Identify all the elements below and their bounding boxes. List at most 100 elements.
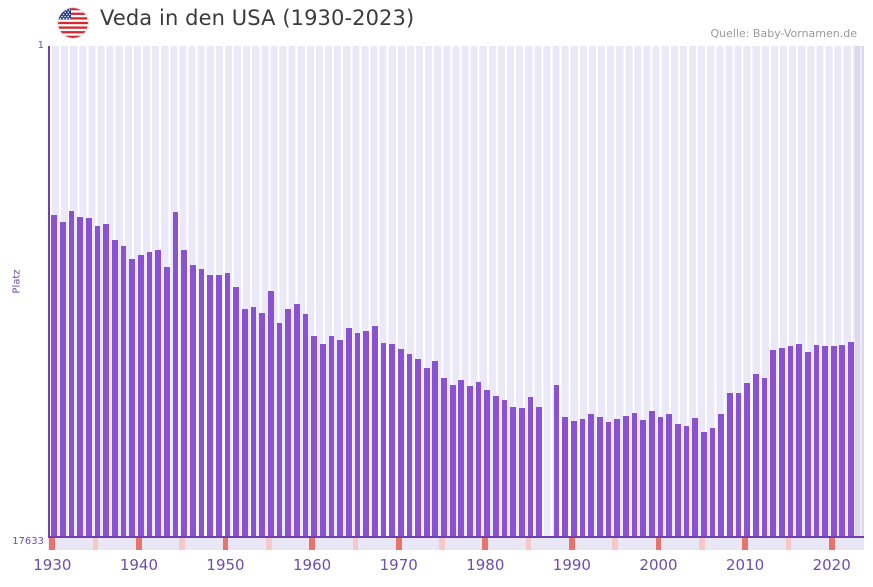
bar <box>415 359 421 538</box>
bar <box>138 254 144 538</box>
x-axis-tick-label: 1930 <box>33 556 72 574</box>
y-axis-tick-bottom: 17633 <box>12 536 44 547</box>
bar <box>631 413 638 538</box>
x-tick-mark-major <box>222 538 229 550</box>
bar <box>164 267 170 538</box>
bar <box>293 304 300 538</box>
bar <box>397 349 404 538</box>
bar <box>640 419 647 538</box>
bar <box>579 419 586 538</box>
x-tick-mark-minor <box>265 538 272 550</box>
x-tick-mark-major <box>655 538 662 550</box>
x-tick-mark-minor <box>439 538 445 550</box>
x-axis-line <box>48 536 864 538</box>
x-tick-mark-minor <box>525 538 532 550</box>
bar <box>380 342 387 538</box>
bar <box>623 416 629 538</box>
bar <box>337 340 343 538</box>
bar <box>510 407 517 538</box>
chart-header: Veda in den USA (1930-2023) Quelle: Baby… <box>0 0 873 46</box>
bar <box>614 418 621 538</box>
x-tick-mark-major <box>482 538 489 550</box>
bar <box>700 431 707 538</box>
x-axis-tick-label: 1990 <box>552 556 591 574</box>
bar <box>216 274 222 538</box>
bar <box>68 211 75 538</box>
bar <box>432 361 439 538</box>
bar <box>311 336 317 538</box>
bar <box>354 333 361 538</box>
chart-plot-area <box>48 46 864 538</box>
bar <box>804 352 811 538</box>
bar <box>683 426 690 538</box>
bar <box>51 215 58 538</box>
bar <box>77 217 84 538</box>
y-axis-title: Platz <box>11 269 23 294</box>
bar <box>735 392 742 538</box>
bar <box>241 309 248 538</box>
bar <box>224 272 231 538</box>
y-axis-tick-top: 1 <box>37 40 44 51</box>
bar <box>726 393 733 538</box>
x-axis-tick-label: 1950 <box>206 556 245 574</box>
x-tick-mark-major <box>309 538 315 550</box>
bar <box>553 384 560 538</box>
x-tick-mark-minor <box>352 538 359 550</box>
us-flag-icon <box>58 8 88 38</box>
bar <box>796 344 802 538</box>
bar <box>718 414 724 538</box>
bar <box>207 274 214 538</box>
bar <box>674 424 681 538</box>
bar <box>129 258 136 538</box>
bar <box>449 385 456 538</box>
bar <box>155 249 162 538</box>
bar <box>389 344 395 538</box>
x-tick-mark-minor <box>612 538 619 550</box>
bar <box>787 345 794 538</box>
bar <box>423 368 430 538</box>
bar <box>709 427 716 538</box>
bar <box>441 378 447 538</box>
bar <box>744 383 750 538</box>
bar <box>493 396 499 538</box>
x-tick-mark-minor <box>785 538 792 550</box>
x-tick-mark-major <box>49 538 56 550</box>
bar <box>770 350 776 538</box>
bar <box>146 251 153 538</box>
bar <box>276 323 283 538</box>
bar <box>666 414 672 538</box>
future-region-shading <box>855 46 864 538</box>
bar <box>657 416 664 538</box>
bar <box>458 379 465 538</box>
bar <box>562 417 569 538</box>
x-tick-mark-major <box>136 538 142 550</box>
bar <box>752 373 759 538</box>
bar <box>190 264 196 538</box>
bar <box>198 269 205 538</box>
x-tick-mark-major <box>828 538 835 550</box>
x-axis-tick-label: 2000 <box>639 556 678 574</box>
bar <box>120 245 127 538</box>
bar <box>467 386 473 538</box>
bar <box>822 345 828 538</box>
x-axis-tick-label: 1960 <box>293 556 332 574</box>
bar <box>830 345 837 538</box>
bar <box>172 212 179 538</box>
bar <box>60 222 66 538</box>
x-axis-tick-band <box>48 538 864 550</box>
bar <box>692 417 698 538</box>
bar <box>112 240 118 538</box>
bar <box>597 417 603 538</box>
x-tick-mark-major <box>569 538 575 550</box>
bar <box>536 407 543 538</box>
bar <box>519 408 525 538</box>
bar <box>363 330 369 538</box>
page-title: Veda in den USA (1930-2023) <box>100 6 415 30</box>
bar <box>761 377 768 538</box>
bar <box>181 249 188 538</box>
x-axis-tick-label: 2010 <box>726 556 765 574</box>
bar <box>484 390 491 538</box>
bar <box>285 309 291 538</box>
x-tick-mark-major <box>742 538 748 550</box>
bar <box>648 411 655 538</box>
